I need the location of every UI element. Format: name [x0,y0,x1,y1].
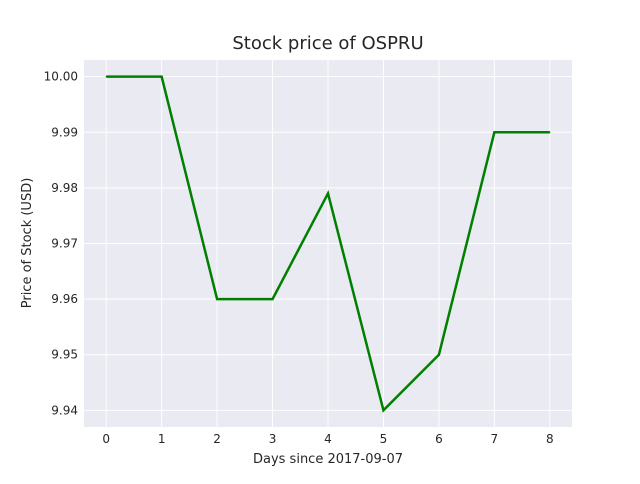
x-tick-label: 0 [102,432,110,446]
y-tick-label: 9.98 [51,181,78,195]
data-point [549,132,550,133]
x-tick-label: 2 [213,432,221,446]
x-tick-label: 1 [158,432,166,446]
x-axis-label: Days since 2017-09-07 [253,452,403,467]
y-axis-ticks: 9.94 9.95 9.96 9.97 9.98 9.99 10.00 [44,70,78,418]
chart-title: Stock price of OSPRU [232,33,423,54]
y-tick-label: 9.96 [51,292,78,306]
x-tick-label: 5 [380,432,388,446]
y-tick-label: 10.00 [44,70,78,84]
y-tick-label: 9.97 [51,237,78,251]
data-point [272,299,273,300]
data-point [383,410,384,411]
x-axis-ticks: 0 1 2 3 4 5 6 7 8 [102,432,553,446]
y-tick-label: 9.95 [51,348,78,362]
x-tick-label: 3 [269,432,277,446]
x-tick-label: 7 [491,432,499,446]
data-point [216,299,217,300]
data-point [494,132,495,133]
data-point [327,193,328,194]
data-point [438,354,439,355]
y-axis-label: Price of Stock (USD) [20,178,35,309]
x-tick-label: 6 [435,432,443,446]
y-tick-label: 9.99 [51,125,78,139]
x-tick-label: 8 [546,432,554,446]
data-point [161,76,162,77]
x-tick-label: 4 [324,432,332,446]
data-point [106,76,107,77]
y-tick-label: 9.94 [51,403,78,417]
